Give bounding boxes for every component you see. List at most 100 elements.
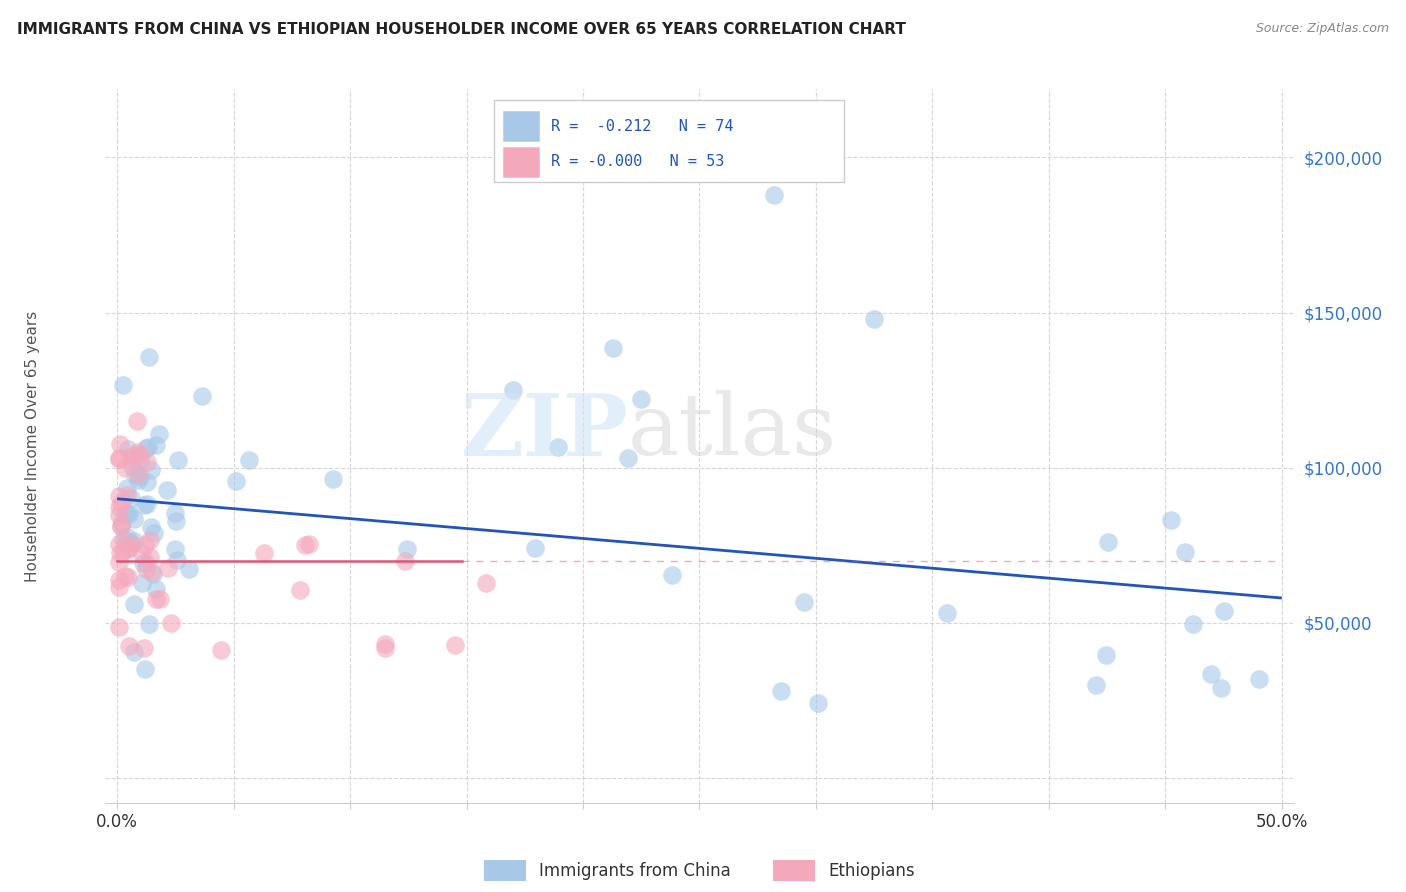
Point bbox=[124, 468, 146, 483]
Point bbox=[122, 448, 145, 462]
Point bbox=[121, 536, 143, 550]
Point bbox=[127, 445, 149, 459]
Point bbox=[134, 538, 156, 552]
Point bbox=[165, 506, 187, 520]
Point bbox=[131, 548, 153, 562]
Point bbox=[139, 520, 162, 534]
Point bbox=[253, 546, 276, 560]
Point bbox=[117, 541, 139, 556]
Text: R =  -0.212   N = 74: R = -0.212 N = 74 bbox=[551, 119, 734, 134]
Point bbox=[112, 533, 135, 547]
Point bbox=[374, 640, 396, 655]
Point bbox=[145, 438, 167, 452]
Point bbox=[127, 473, 149, 487]
Point bbox=[132, 499, 155, 513]
Bar bbox=[503, 147, 538, 177]
Point bbox=[238, 452, 260, 467]
Point bbox=[129, 448, 152, 462]
Bar bbox=[494, 100, 845, 182]
Text: R = -0.000   N = 53: R = -0.000 N = 53 bbox=[551, 154, 724, 169]
Point bbox=[1182, 616, 1205, 631]
Point bbox=[115, 530, 138, 544]
Point bbox=[793, 594, 815, 608]
Point bbox=[166, 552, 188, 566]
Point bbox=[108, 489, 131, 503]
Point bbox=[225, 475, 247, 489]
Point bbox=[117, 570, 139, 584]
Point bbox=[547, 440, 569, 454]
Point bbox=[118, 535, 141, 549]
Point bbox=[138, 350, 160, 364]
Point bbox=[157, 560, 180, 574]
Point bbox=[763, 187, 786, 202]
Point bbox=[141, 565, 163, 579]
Text: atlas: atlas bbox=[628, 390, 838, 474]
Point bbox=[149, 592, 172, 607]
Point bbox=[108, 508, 131, 522]
Point bbox=[108, 546, 131, 560]
Point bbox=[165, 514, 187, 528]
Point bbox=[108, 436, 131, 450]
Point bbox=[128, 470, 150, 484]
Point bbox=[1211, 681, 1233, 695]
Point bbox=[617, 450, 640, 465]
Point bbox=[298, 537, 321, 551]
Point bbox=[115, 507, 138, 521]
Point bbox=[111, 515, 134, 529]
Text: Source: ZipAtlas.com: Source: ZipAtlas.com bbox=[1256, 22, 1389, 36]
Point bbox=[139, 533, 162, 547]
Point bbox=[502, 383, 524, 397]
Point bbox=[127, 414, 149, 428]
Point bbox=[630, 392, 652, 407]
Legend: Immigrants from China, Ethiopians: Immigrants from China, Ethiopians bbox=[478, 854, 921, 888]
Point bbox=[374, 637, 396, 651]
Point bbox=[1097, 535, 1119, 549]
Point bbox=[1174, 545, 1197, 559]
Point bbox=[602, 341, 624, 355]
Point bbox=[120, 450, 142, 465]
Point bbox=[108, 620, 131, 634]
Point bbox=[108, 451, 131, 466]
Point bbox=[863, 311, 886, 326]
Point bbox=[112, 378, 135, 392]
Point bbox=[138, 616, 160, 631]
Point bbox=[156, 483, 179, 498]
Point bbox=[396, 542, 419, 557]
Point bbox=[524, 541, 547, 555]
Point bbox=[1247, 672, 1270, 686]
Point bbox=[475, 576, 498, 591]
Point bbox=[117, 442, 139, 457]
Point bbox=[122, 597, 145, 611]
Point bbox=[138, 549, 160, 564]
Point bbox=[114, 568, 136, 582]
Point bbox=[108, 536, 131, 550]
Point bbox=[122, 512, 145, 526]
Point bbox=[110, 518, 132, 533]
Point bbox=[166, 452, 188, 467]
Point bbox=[122, 645, 145, 659]
Point bbox=[108, 555, 131, 569]
Point bbox=[108, 580, 131, 594]
Point bbox=[112, 545, 135, 559]
Point bbox=[1201, 667, 1223, 681]
Point bbox=[1160, 513, 1182, 527]
Point bbox=[142, 526, 165, 541]
Point bbox=[115, 506, 138, 520]
Point bbox=[135, 556, 157, 570]
Point bbox=[1084, 678, 1107, 692]
Point bbox=[136, 497, 159, 511]
Point bbox=[117, 481, 139, 495]
Point bbox=[191, 389, 214, 403]
Point bbox=[1213, 604, 1236, 618]
Point bbox=[394, 554, 416, 568]
Point bbox=[936, 606, 959, 620]
Point bbox=[118, 541, 141, 555]
Point bbox=[127, 467, 149, 481]
Point bbox=[165, 542, 187, 557]
Point bbox=[661, 568, 683, 582]
Point bbox=[110, 519, 132, 533]
Point bbox=[108, 452, 131, 467]
Point bbox=[145, 582, 167, 597]
Point bbox=[128, 453, 150, 467]
Point bbox=[131, 576, 153, 591]
